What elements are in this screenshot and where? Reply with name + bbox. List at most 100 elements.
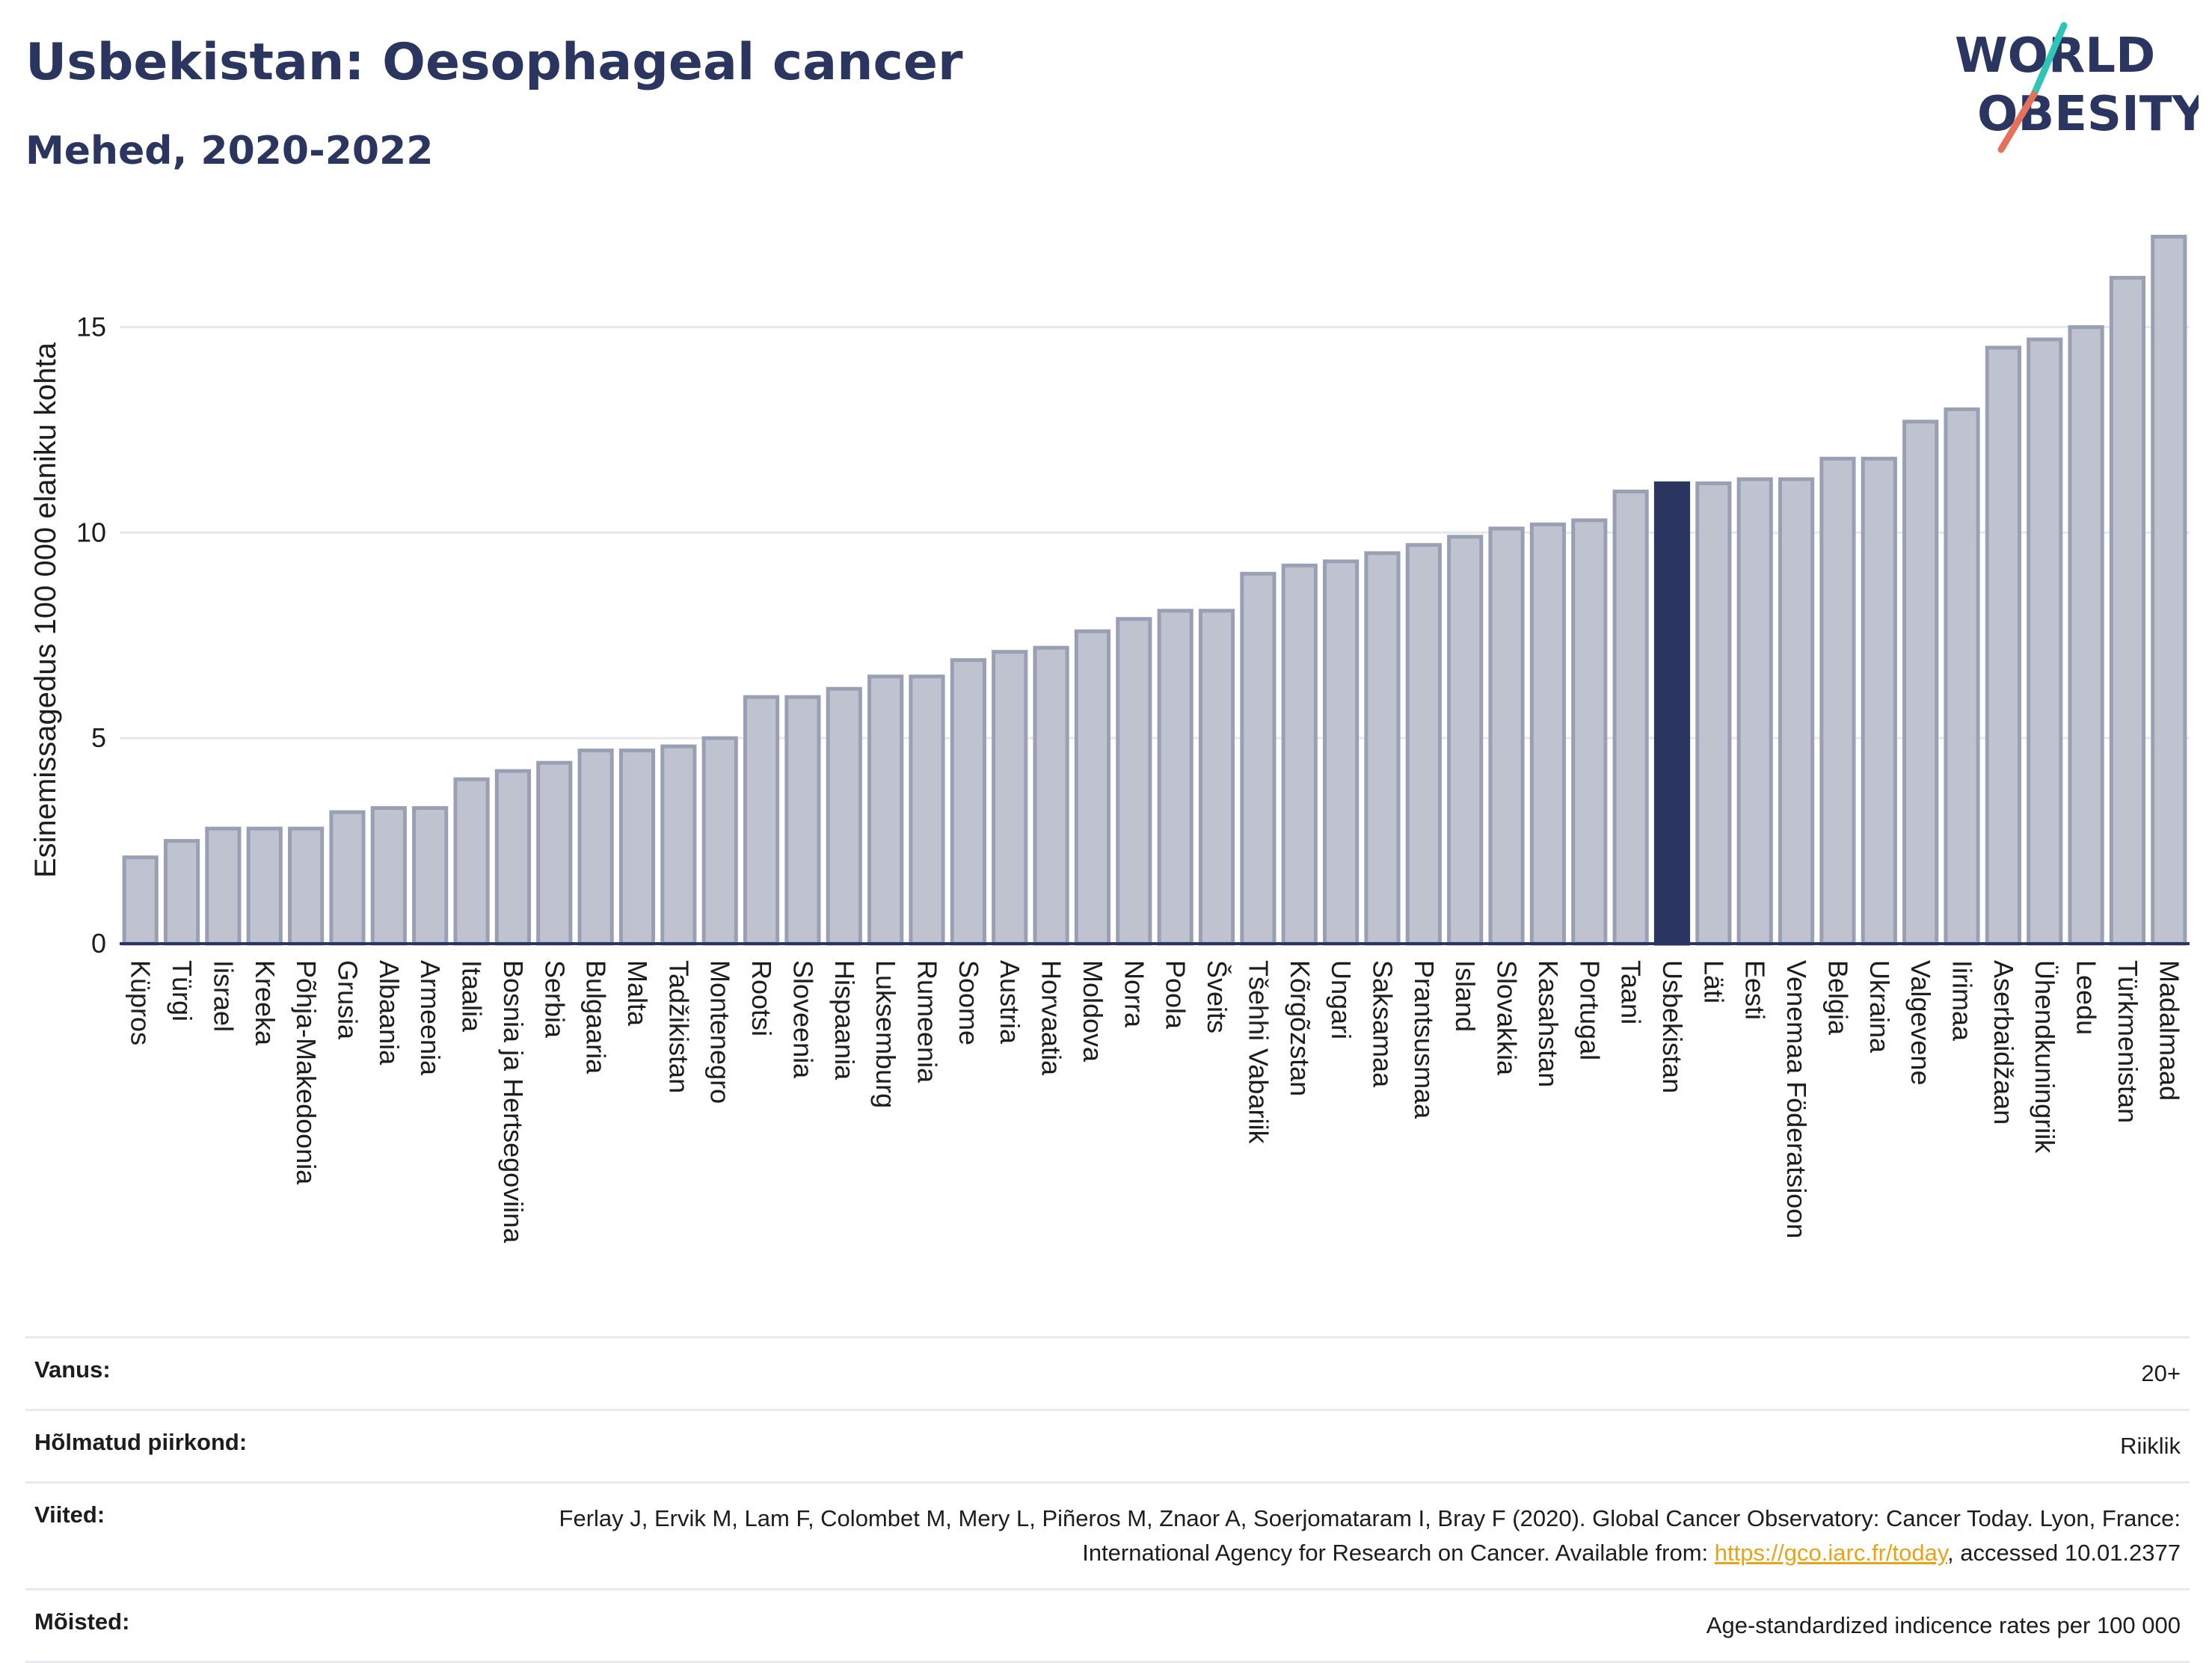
bar: [867, 674, 904, 946]
bar: [1488, 526, 1525, 946]
footer-label: Vanus:: [34, 1356, 111, 1383]
x-tick-label: Moldova: [1078, 960, 1108, 1063]
bar: [992, 650, 1028, 946]
bar: [1778, 477, 1815, 946]
bar-chart: 0 5 10 15 Esinemissagedus 100 000 elaniku ko…: [29, 234, 2190, 1244]
bar: [743, 695, 780, 946]
chart-title: Usbekistan: Oesophageal cancer: [25, 33, 963, 92]
x-tick-label: Rumeenia: [912, 960, 943, 1083]
bar: [1902, 419, 1939, 946]
y-axis-label: Esinemissagedus 100 000 elaniku kohta: [29, 342, 62, 878]
bar: [2027, 337, 2063, 946]
bar: [1447, 535, 1484, 946]
x-tick-label: Usbekistan: [1657, 960, 1688, 1093]
bar: [1198, 609, 1235, 946]
x-tick-label: Küpros: [126, 960, 156, 1045]
bar: [1364, 551, 1401, 946]
bar: [1819, 456, 1856, 946]
logo-slash-teal: [2030, 22, 2068, 98]
bar: [412, 806, 449, 946]
bar: [1695, 481, 1732, 946]
x-tick-label: Venemaa Föderatsioon: [1781, 960, 1812, 1238]
bar: [660, 744, 697, 946]
bar: [453, 777, 490, 946]
reference-accessed: , accessed 10.01.2377: [1947, 1540, 2181, 1566]
bar: [288, 826, 325, 946]
footer-table: Vanus: 20+ Hõlmatud piirkond: Riiklik Vi…: [25, 1336, 2190, 1663]
x-tick-label: Soome: [953, 960, 984, 1045]
x-tick-label: Valgevene: [1905, 960, 1936, 1085]
x-tick-label: Belgia: [1822, 960, 1853, 1036]
x-tick-label: Luksemburg: [870, 960, 901, 1108]
x-tick-label: Poola: [1161, 960, 1191, 1030]
x-tick-label: Itaalia: [457, 960, 488, 1033]
x-tick-label: Aserbaidžaan: [1988, 960, 2019, 1125]
bar: [909, 674, 945, 946]
bar: [1240, 571, 1276, 946]
bar: [329, 810, 366, 946]
x-tick-label: Slovakkia: [1492, 960, 1523, 1076]
footer-value: Age-standardized indicence rates per 100…: [1706, 1612, 2181, 1638]
x-tick-label: Ühendkuningriik: [2030, 960, 2060, 1154]
x-tick-label: Šveits: [1202, 960, 1232, 1033]
x-tick-label: Taani: [1616, 960, 1647, 1024]
bar: [246, 826, 283, 946]
x-tick-label: Türkmenistan: [2113, 960, 2143, 1123]
x-tick-label: Türgi: [167, 960, 197, 1021]
x-tick-label: Läti: [1698, 960, 1729, 1003]
y-tick-label: 5: [91, 722, 106, 753]
bar: [205, 826, 242, 946]
x-tick-label: Tšehhi Vabariik: [1243, 960, 1274, 1144]
x-tick-label: Saksamaa: [1367, 960, 1398, 1088]
bar: [122, 855, 159, 946]
x-tick-label: Tadžikistan: [663, 960, 694, 1093]
bar: [2109, 275, 2146, 946]
x-tick-label: Iirimaa: [1947, 960, 1978, 1042]
x-tick-label: Kasahstan: [1533, 960, 1564, 1087]
bar: [1033, 645, 1069, 946]
x-tick-label: Kreeka: [250, 960, 280, 1046]
footer-row-references: Viited: Ferlay J, Ervik M, Lam F, Colomb…: [25, 1481, 2190, 1588]
y-tick-label: 0: [91, 928, 106, 959]
x-tick-label: Armeenia: [415, 960, 446, 1076]
bar: [163, 839, 200, 946]
x-tick-label: Austria: [995, 960, 1025, 1045]
bar: [370, 806, 407, 946]
x-tick-label: Kõrgõzstan: [1285, 960, 1315, 1096]
y-tick-label: 10: [76, 517, 106, 547]
x-tick-label: Portugal: [1574, 960, 1605, 1060]
world-obesity-logo: WORLD OBESITY: [1955, 22, 2199, 153]
bar: [1944, 407, 1980, 946]
logo-slash-coral: [1997, 90, 2038, 153]
bar: [1571, 518, 1608, 946]
bar: [1323, 559, 1360, 946]
bar: [1116, 617, 1152, 946]
x-tick-label: Rootsi: [746, 960, 777, 1036]
x-tick-label: Grusia: [332, 960, 363, 1040]
bar: [1861, 456, 1897, 946]
chart-subtitle: Mehed, 2020-2022: [25, 129, 434, 173]
x-tick-label: Hispaania: [829, 960, 860, 1081]
bar: [1985, 345, 2021, 946]
bar: [618, 748, 656, 946]
x-tick-label: Ungari: [1326, 960, 1357, 1039]
x-tick-label: Bosnia ja Hertsegoviina: [498, 960, 529, 1244]
footer-label: Viited:: [34, 1501, 105, 1528]
reference-text: Ferlay J, Ervik M, Lam F, Colombet M, Me…: [559, 1505, 2181, 1566]
bar: [784, 695, 821, 946]
x-tick-label: Serbia: [539, 960, 570, 1039]
bar: [1529, 522, 1567, 946]
x-tick-label: Horvaatia: [1036, 960, 1067, 1076]
bar: [577, 748, 614, 946]
bar: [1157, 609, 1193, 946]
x-tick-label: Prantsusmaa: [1409, 960, 1440, 1119]
bar: [494, 769, 532, 946]
bar: [701, 736, 738, 946]
reference-link[interactable]: https://gco.iarc.fr/today: [1714, 1540, 1948, 1566]
y-tick-label: 15: [76, 311, 106, 342]
bar: [826, 686, 862, 946]
bar: [1405, 543, 1442, 946]
x-tick-label: Albaania: [374, 960, 405, 1066]
footer-label: Mõisted:: [34, 1608, 130, 1635]
x-tick-label: Iisrael: [208, 960, 239, 1032]
